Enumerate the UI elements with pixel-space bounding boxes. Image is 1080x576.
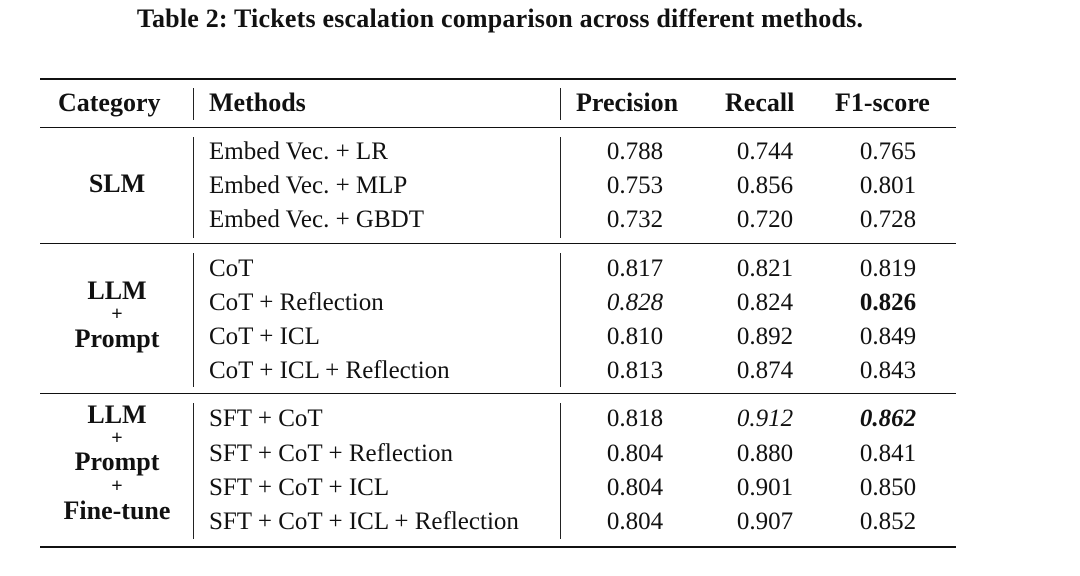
recall-cell: 0.874 — [736, 357, 794, 384]
method-cell: CoT — [209, 255, 254, 282]
category-label: Prompt — [74, 324, 160, 353]
precision-cell: 0.753 — [606, 172, 664, 199]
recall-cell: 0.907 — [736, 508, 794, 535]
category-divider-finetune — [193, 403, 195, 539]
methods-divider-slm — [560, 137, 562, 238]
method-cell: SFT + CoT + Reflection — [209, 440, 453, 467]
f1-cell: 0.801 — [859, 172, 917, 199]
method-cell: CoT + ICL + Reflection — [209, 357, 450, 384]
category-divider-header — [193, 88, 195, 120]
precision-cell: 0.804 — [606, 474, 664, 501]
category-label: SLM — [88, 169, 146, 198]
category-llm-prompt-finetune: LLM + Prompt + Fine-tune — [40, 400, 194, 528]
header-category: Category — [58, 88, 161, 117]
method-cell: SFT + CoT + ICL — [209, 474, 390, 501]
f1-cell: 0.728 — [859, 206, 917, 233]
methods-divider-prompt — [560, 253, 562, 387]
category-label: LLM — [87, 400, 147, 429]
f1-cell: 0.841 — [859, 440, 917, 467]
table-caption: Table 2: Tickets escalation comparison a… — [136, 4, 864, 33]
recall-cell: 0.744 — [736, 138, 794, 165]
bottom-rule — [40, 546, 956, 548]
f1-cell: 0.849 — [859, 323, 917, 350]
category-plus: + — [111, 303, 123, 325]
category-plus: + — [111, 427, 123, 449]
precision-cell: 0.732 — [606, 206, 664, 233]
precision-cell: 0.804 — [606, 508, 664, 535]
recall-cell: 0.892 — [736, 323, 794, 350]
category-divider-prompt — [193, 253, 195, 387]
f1-cell: 0.765 — [859, 138, 917, 165]
method-cell: CoT + ICL — [209, 323, 320, 350]
group-divider-2 — [40, 393, 956, 395]
methods-divider-finetune — [560, 403, 562, 539]
category-label: Fine-tune — [63, 496, 171, 525]
f1-cell: 0.819 — [859, 255, 917, 282]
f1-cell: 0.826 — [859, 289, 917, 316]
recall-cell: 0.824 — [736, 289, 794, 316]
precision-cell: 0.804 — [606, 440, 664, 467]
category-plus: + — [111, 475, 123, 497]
precision-cell: 0.818 — [606, 405, 664, 432]
method-cell: CoT + Reflection — [209, 289, 384, 316]
precision-cell: 0.813 — [606, 357, 664, 384]
method-cell: SFT + CoT + ICL + Reflection — [209, 508, 519, 535]
method-cell: Embed Vec. + LR — [209, 138, 388, 165]
recall-cell: 0.720 — [736, 206, 794, 233]
f1-cell: 0.850 — [859, 474, 917, 501]
header-rule — [40, 127, 956, 129]
header-methods: Methods — [209, 88, 306, 117]
top-rule — [40, 78, 956, 80]
f1-cell: 0.843 — [859, 357, 917, 384]
header-precision: Precision — [576, 88, 679, 117]
category-label: Prompt — [74, 447, 160, 476]
precision-cell: 0.828 — [606, 289, 664, 316]
category-label: LLM — [87, 276, 147, 305]
category-slm: SLM — [40, 169, 194, 199]
recall-cell: 0.880 — [736, 440, 794, 467]
recall-cell: 0.901 — [736, 474, 794, 501]
method-cell: Embed Vec. + GBDT — [209, 206, 424, 233]
header-f1: F1-score — [835, 88, 930, 117]
method-cell: SFT + CoT — [209, 405, 323, 432]
recall-cell: 0.912 — [736, 405, 794, 432]
precision-cell: 0.817 — [606, 255, 664, 282]
category-llm-prompt: LLM + Prompt — [40, 276, 194, 356]
f1-cell: 0.852 — [859, 508, 917, 535]
precision-cell: 0.810 — [606, 323, 664, 350]
method-cell: Embed Vec. + MLP — [209, 172, 408, 199]
methods-divider-header — [560, 88, 562, 120]
recall-cell: 0.856 — [736, 172, 794, 199]
group-divider-1 — [40, 243, 956, 245]
header-recall: Recall — [725, 88, 795, 117]
recall-cell: 0.821 — [736, 255, 794, 282]
precision-cell: 0.788 — [606, 138, 664, 165]
f1-cell: 0.862 — [859, 405, 917, 432]
category-divider-slm — [193, 137, 195, 238]
